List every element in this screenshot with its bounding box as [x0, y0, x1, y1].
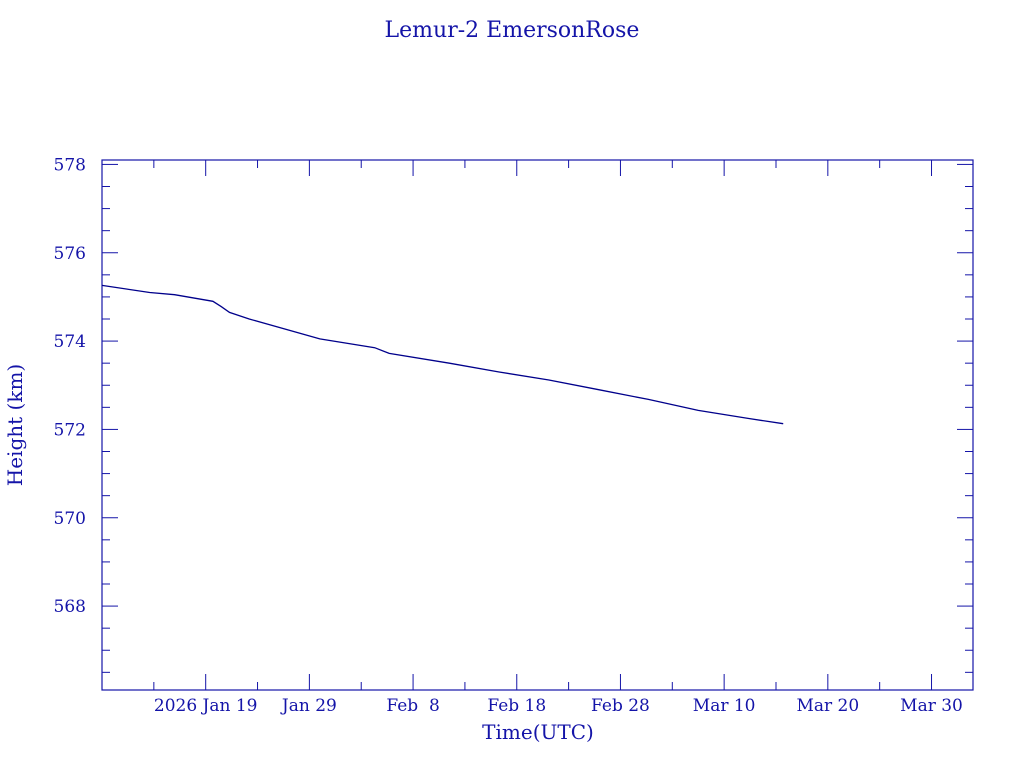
x-tick-label: Feb 8 — [386, 696, 439, 716]
x-tick-label: Feb 18 — [487, 696, 546, 716]
plot-frame — [101, 159, 974, 691]
x-tick-label: Feb 28 — [591, 696, 650, 716]
y-tick-label: 574 — [54, 332, 86, 352]
y-tick-label: 578 — [54, 155, 86, 175]
height-series-line — [101, 284, 784, 425]
x-tick-label: 2026 Jan 19 — [154, 696, 258, 716]
x-axis-label: Time(UTC) — [482, 720, 594, 744]
y-tick-label: 576 — [54, 244, 86, 264]
x-tick-label: Mar 20 — [796, 696, 859, 716]
x-tick-label: Mar 10 — [693, 696, 756, 716]
y-tick-label: 570 — [54, 509, 86, 529]
x-tick-label: Jan 29 — [280, 696, 337, 716]
y-axis-label: Height (km) — [3, 364, 27, 486]
y-tick-label: 572 — [54, 420, 86, 440]
chart-title: Lemur-2 EmersonRose — [385, 18, 640, 43]
x-tick-label: Mar 30 — [900, 696, 963, 716]
y-tick-label: 568 — [54, 597, 86, 617]
